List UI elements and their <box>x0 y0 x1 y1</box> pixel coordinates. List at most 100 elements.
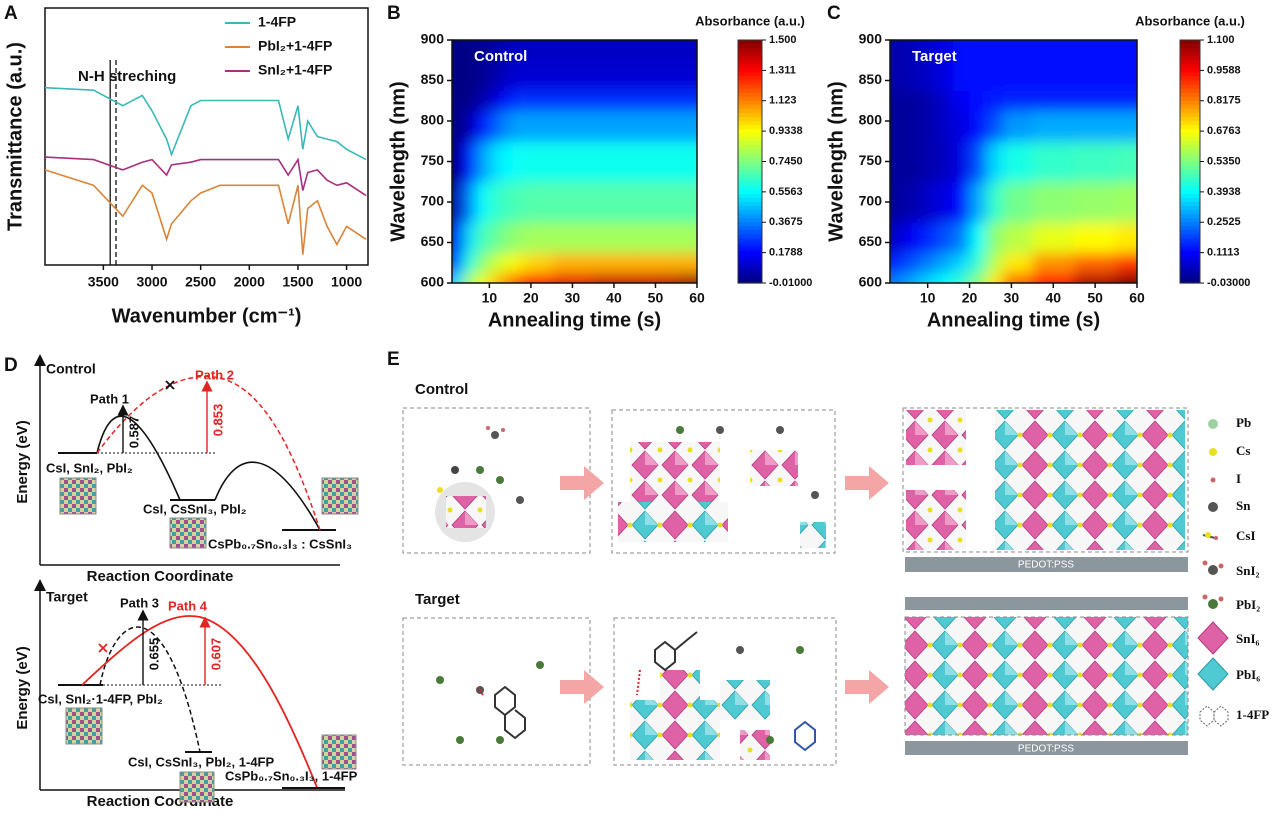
heatmap-cell <box>1032 90 1075 112</box>
state-label: CsI, SnI₂·1-4FP, PbI₂ <box>38 691 163 706</box>
heatmap-cell <box>634 70 677 92</box>
heatmap-cell <box>474 90 488 112</box>
heatmap-cell <box>952 272 971 283</box>
heatmap-cell <box>902 252 920 274</box>
series-line <box>44 156 367 197</box>
heatmap-cell <box>1116 50 1137 71</box>
heatmap-cell <box>890 70 904 92</box>
heatmap-cell <box>936 110 954 142</box>
heatmap-cell <box>1032 40 1075 51</box>
heatmap-cell <box>952 181 971 223</box>
colorbar-slice <box>738 242 762 248</box>
colorbar-slice <box>738 202 762 207</box>
x-tick-label: 60 <box>1129 290 1145 306</box>
colorbar-slice <box>738 254 762 260</box>
heatmap-cell <box>1116 40 1137 51</box>
heatmap-cell <box>512 70 526 92</box>
colorbar-slice <box>1180 153 1200 159</box>
colorbar-slice <box>1180 56 1200 61</box>
heatmap-cell <box>452 90 463 112</box>
heatmap-cell <box>986 50 1004 71</box>
heatmap-cell <box>969 141 987 183</box>
heatmap-cell <box>634 141 677 183</box>
heatmap-cell <box>936 272 954 283</box>
y-tick-label: 800 <box>859 112 883 128</box>
heatmap-cell <box>551 181 594 223</box>
colorbar-slice <box>1180 48 1200 53</box>
heatmap-cell <box>462 110 476 142</box>
panel-label: D <box>4 355 18 376</box>
heatmap-cell <box>676 252 697 274</box>
colorbar-tick-label: 1.500 <box>769 34 797 46</box>
heatmap-cell <box>452 110 463 142</box>
path-label: Path 2 <box>195 367 234 382</box>
colorbar-slice <box>1180 210 1200 215</box>
lattice <box>446 496 486 528</box>
energy-diagram: Energy (eV) Energy (eV) Reaction Coordin… <box>14 354 359 810</box>
heatmap-cell <box>462 50 476 71</box>
reaction-path <box>214 461 321 531</box>
heatmap-cell <box>474 141 488 183</box>
heatmap-cell <box>969 40 987 51</box>
y-axis-label: Transmittance (a.u.) <box>4 42 26 231</box>
heatmap-cell <box>487 110 501 142</box>
heatmap-cell <box>969 70 987 92</box>
heatmap-cell <box>634 252 677 274</box>
legend-label: PbI₆ <box>1236 667 1260 682</box>
state-label: CsPb₀.₇Sn₀.₃I₃, 1-4FP <box>225 768 358 783</box>
heatmap-cell <box>676 40 697 51</box>
heatmap-cell <box>487 40 501 51</box>
y-tick-label: 750 <box>421 152 445 168</box>
state-label: CsI, CsSnI₃, PbI₂ <box>143 501 247 516</box>
x-tick-label: 1000 <box>331 274 362 290</box>
heatmap-cell <box>499 40 513 51</box>
colorbar-slice <box>1180 242 1200 248</box>
lattice <box>906 490 966 550</box>
colorbar-slice <box>738 68 762 73</box>
colorbar-slice <box>738 210 762 215</box>
heatmap <box>890 40 1137 283</box>
colorbar-slice <box>738 250 762 256</box>
arrow <box>845 466 889 500</box>
heatmap-cell <box>676 222 697 254</box>
colorbar-tick-label: 0.1113 <box>1207 247 1239 259</box>
heatmap-cell <box>452 141 463 183</box>
colorbar-slice <box>1180 157 1200 163</box>
heatmap-cell <box>524 50 553 71</box>
colorbar-slice <box>738 60 762 65</box>
heatmap-cell <box>890 222 904 254</box>
heatmap-cell <box>902 50 920 71</box>
colorbar-slice <box>738 197 762 203</box>
heatmap-cell <box>551 272 594 283</box>
x-tick-label: 40 <box>1045 290 1061 306</box>
heatmap-cell <box>1074 181 1117 223</box>
colorbar-slice <box>738 161 762 167</box>
colorbar-slice <box>738 206 762 211</box>
colorbar-slice <box>1180 278 1200 284</box>
heatmap-cell <box>593 50 636 71</box>
heatmap-cell <box>919 70 937 92</box>
y-tick-label: 700 <box>421 193 445 209</box>
colorbar-slice <box>738 218 762 223</box>
heatmap-cell <box>524 141 553 183</box>
heatmap-cell <box>1003 252 1033 274</box>
y-tick-label: 850 <box>859 71 883 87</box>
colorbar-slice <box>1180 129 1200 134</box>
heatmap-cell <box>1074 222 1117 254</box>
heatmap-cell <box>919 141 937 183</box>
heatmap-cell <box>902 181 920 223</box>
heatmap-cell <box>986 110 1004 142</box>
colorbar-slice <box>738 145 762 150</box>
heatmap-cell <box>512 50 526 71</box>
heatmap-cell <box>512 252 526 274</box>
heatmap-cell <box>890 40 904 51</box>
colorbar-slice <box>1180 149 1200 154</box>
lattice <box>660 670 700 700</box>
colorbar-slice <box>1180 52 1200 57</box>
heatmap-cell <box>986 272 1004 283</box>
heatmap-cell <box>902 90 920 112</box>
legend-label: Sn <box>1236 498 1251 513</box>
colorbar-tick-label: 0.2525 <box>1207 216 1241 228</box>
state-label: CsPb₀.₇Sn₀.₃I₃ : CsSnI₃ <box>208 536 352 551</box>
